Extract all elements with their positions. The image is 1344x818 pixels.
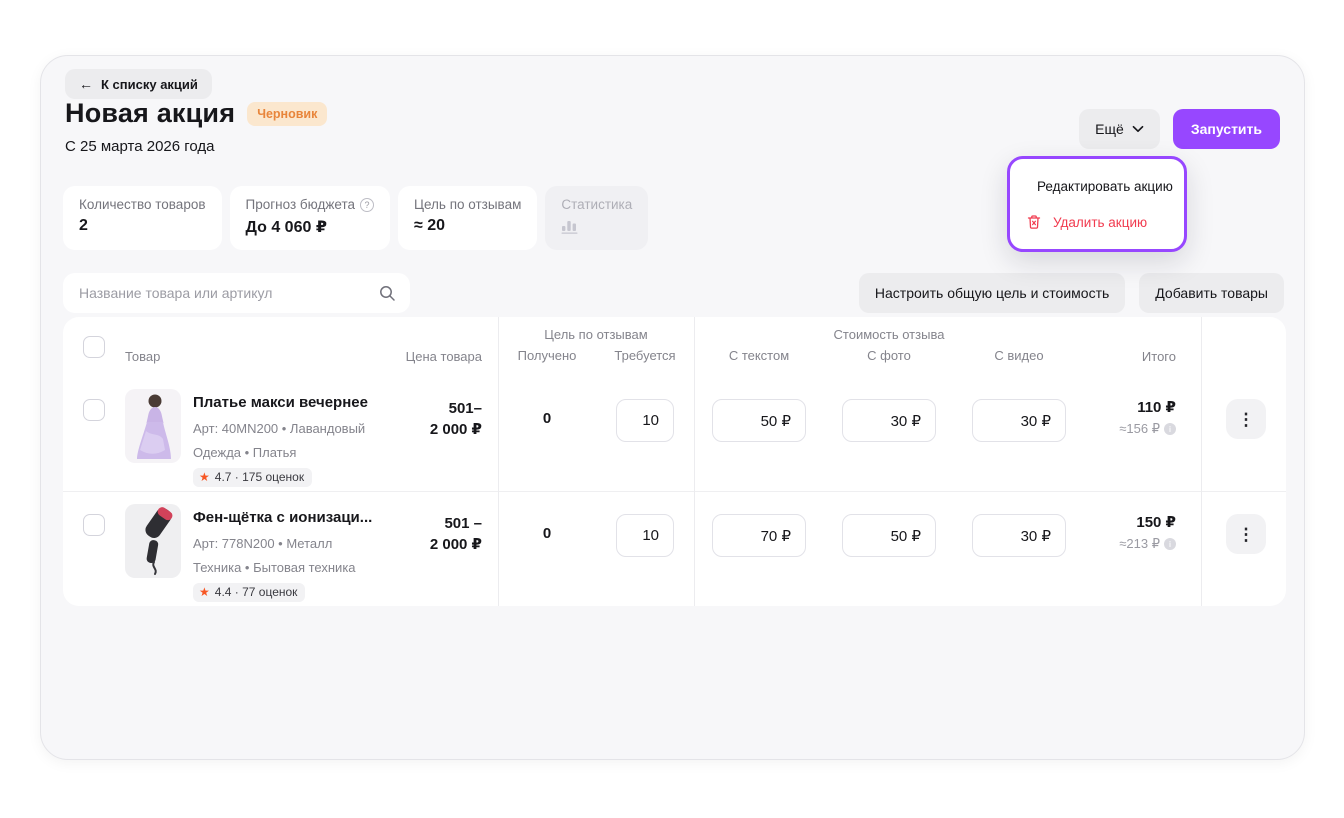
menu-item-delete[interactable]: Удалить акцию (1026, 208, 1168, 236)
with-video-cost-input[interactable] (972, 399, 1066, 442)
with-video-cost-input[interactable] (972, 514, 1066, 557)
title-row: Новая акция Черновик (65, 98, 328, 129)
product-category: Техника • Бытовая техника (193, 560, 356, 575)
stat-card-products: Количество товаров 2 (63, 186, 222, 250)
row-total: 150 ₽ ≈213 ₽ i (1119, 514, 1176, 551)
star-icon: ★ (199, 585, 210, 599)
search-box (63, 273, 410, 313)
stat-card-statistics: Статистика (545, 186, 649, 250)
table-divider (694, 317, 695, 606)
select-all-checkbox[interactable] (83, 336, 105, 358)
reviews-required-input[interactable] (616, 399, 674, 442)
with-text-cost-input[interactable] (712, 399, 806, 442)
stat-products-label: Количество товаров (79, 197, 206, 212)
product-title: Платье макси вечернее (193, 394, 368, 411)
stat-budget-value: До 4 060 ₽ (245, 219, 327, 236)
table-divider (1201, 317, 1202, 606)
bar-chart-icon (561, 221, 578, 234)
kebab-icon: ⋮ (1237, 524, 1255, 544)
stat-goal-label: Цель по отзывам (413, 197, 522, 212)
row-menu-button[interactable]: ⋮ (1226, 399, 1266, 439)
toolbar-actions: Настроить общую цель и стоимость Добавит… (858, 273, 1284, 313)
page-title: Новая акция (65, 98, 236, 128)
back-button[interactable]: ← К списку акций (65, 69, 212, 99)
col-header-product: Товар (125, 349, 161, 364)
with-photo-cost-input[interactable] (842, 514, 936, 557)
star-icon: ★ (199, 470, 210, 484)
product-price: 501 – 2 000 ₽ (429, 515, 482, 553)
reviews-received: 0 (542, 410, 552, 427)
table-header: Товар Цена товара Цель по отзывам Получе… (63, 317, 1286, 377)
col-header-required: Требуется (614, 348, 676, 363)
info-icon[interactable]: i (1164, 423, 1176, 435)
menu-item-edit[interactable]: Редактировать акцию (1026, 172, 1173, 200)
rating-badge: ★ 4.7 · 175 оценок (193, 468, 313, 487)
table-row-dress: Платье макси вечернее Арт: 40MN200 • Лав… (63, 377, 1286, 491)
stat-card-budget: Прогноз бюджета ? До 4 060 ₽ (229, 186, 390, 250)
back-label: К списку акций (101, 76, 198, 92)
more-label: Ещё (1095, 121, 1124, 137)
stat-products-value: 2 (79, 217, 88, 234)
col-header-with-text: С текстом (728, 348, 790, 363)
reviews-received: 0 (542, 525, 552, 542)
col-header-with-video: С видео (994, 348, 1044, 363)
stats-row: Количество товаров 2 Прогноз бюджета ? Д… (63, 186, 649, 250)
promotion-start-date: С 25 марта 2026 года (65, 138, 215, 155)
col-group-goal: Цель по отзывам (544, 327, 648, 342)
more-menu: Редактировать акцию Удалить акцию (1007, 156, 1187, 252)
with-photo-cost-input[interactable] (842, 399, 936, 442)
search-icon (378, 284, 396, 302)
stat-statistics-label: Статистика (561, 197, 633, 212)
col-header-received: Получено (517, 348, 577, 363)
trash-icon (1027, 215, 1041, 229)
stat-goal-value: ≈ 20 (413, 217, 446, 234)
product-image-hairdryer (125, 504, 181, 578)
product-category: Одежда • Платья (193, 445, 297, 460)
kebab-icon: ⋮ (1237, 409, 1255, 429)
chevron-down-icon (1132, 125, 1144, 133)
status-badge: Черновик (247, 101, 328, 126)
row-checkbox[interactable] (83, 399, 105, 421)
col-group-cost: Стоимость отзыва (833, 327, 945, 342)
more-button[interactable]: Ещё (1079, 109, 1160, 149)
configure-goal-button[interactable]: Настроить общую цель и стоимость (858, 273, 1126, 313)
row-total: 110 ₽ ≈156 ₽ i (1119, 399, 1176, 436)
help-icon[interactable]: ? (359, 197, 374, 212)
menu-item-edit-label: Редактировать акцию (1037, 178, 1173, 194)
table-divider (498, 317, 499, 606)
col-header-total: Итого (1141, 349, 1176, 364)
menu-item-delete-label: Удалить акцию (1053, 214, 1148, 230)
col-header-with-photo: С фото (867, 348, 911, 363)
table-row-hairdryer: Фен-щётка с ионизаци... Арт: 778N200 • М… (63, 491, 1286, 605)
rating-text: 4.4 · 77 оценок (214, 585, 298, 599)
product-art: Арт: 778N200 • Металл (193, 536, 333, 551)
stat-card-goal: Цель по отзывам ≈ 20 (397, 186, 538, 250)
row-menu-button[interactable]: ⋮ (1226, 514, 1266, 554)
product-title: Фен-щётка с ионизаци... (193, 509, 373, 526)
promotion-page-card: ← К списку акций Новая акция Черновик С … (40, 55, 1305, 760)
row-checkbox[interactable] (83, 514, 105, 536)
header-actions: Ещё Запустить (1079, 109, 1280, 149)
info-icon[interactable]: i (1164, 538, 1176, 550)
rating-text: 4.7 · 175 оценок (214, 470, 305, 484)
col-header-price: Цена товара (405, 349, 482, 364)
product-image-dress (125, 389, 181, 463)
stat-budget-label: Прогноз бюджета (245, 197, 355, 212)
products-table: Товар Цена товара Цель по отзывам Получе… (63, 317, 1286, 606)
launch-button[interactable]: Запустить (1172, 109, 1280, 149)
product-art: Арт: 40MN200 • Лавандовый (193, 421, 366, 436)
with-text-cost-input[interactable] (712, 514, 806, 557)
add-products-button[interactable]: Добавить товары (1139, 273, 1284, 313)
product-price: 501– 2 000 ₽ (429, 400, 482, 438)
back-arrow-icon: ← (79, 76, 93, 92)
rating-badge: ★ 4.4 · 77 оценок (193, 583, 306, 602)
search-input[interactable] (63, 273, 378, 313)
reviews-required-input[interactable] (616, 514, 674, 557)
